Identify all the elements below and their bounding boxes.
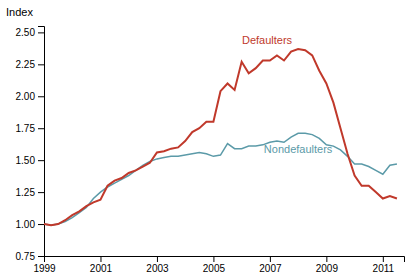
x-tick-mark xyxy=(100,256,101,262)
y-tick-label: 0.75 xyxy=(16,251,36,262)
y-tick-label: 1.50 xyxy=(16,155,36,166)
chart: 1999 2001 2003 2005 2007 2009 2011 0.75 1.00 1.25… xyxy=(0,0,420,280)
y-tick-mark xyxy=(38,256,44,257)
series-line xyxy=(44,133,397,225)
x-tick-mark xyxy=(326,256,327,262)
y-axis-line xyxy=(38,27,45,257)
x-tick-label: 2003 xyxy=(146,263,169,274)
y-tick-label: 1.75 xyxy=(16,123,36,134)
x-tick: 2001 xyxy=(90,256,113,274)
x-tick-mark xyxy=(270,256,271,262)
y-tick-mark xyxy=(38,160,44,161)
y-tick-mark xyxy=(38,128,44,129)
y-tick-label: 1.00 xyxy=(16,219,36,230)
x-tick: 2007 xyxy=(259,256,282,274)
x-tick: 1999 xyxy=(33,256,56,274)
series-label: Defaulters xyxy=(242,34,293,46)
x-tick-label: 2011 xyxy=(373,263,395,274)
y-tick-label: 2.50 xyxy=(16,27,36,38)
x-tick-label: 1999 xyxy=(33,263,56,274)
x-tick-label: 2001 xyxy=(90,263,113,274)
y-tick: 2.50 xyxy=(16,27,44,38)
y-tick: 1.00 xyxy=(16,219,44,230)
y-tick: 1.25 xyxy=(16,187,44,198)
y-tick: 1.75 xyxy=(16,123,44,134)
x-tick: 2003 xyxy=(146,256,169,274)
x-tick-label: 2007 xyxy=(259,263,282,274)
x-tick-label: 2005 xyxy=(203,263,226,274)
x-tick-label: 2009 xyxy=(316,263,339,274)
y-tick-mark xyxy=(38,224,44,225)
y-tick-label: 1.25 xyxy=(16,187,36,198)
x-tick: 2005 xyxy=(203,256,226,274)
y-tick-mark xyxy=(38,192,44,193)
x-axis: 1999 2001 2003 2005 2007 2009 2011 xyxy=(33,256,404,274)
x-tick: 2009 xyxy=(316,256,339,274)
y-tick-label: 2.25 xyxy=(16,59,36,70)
plot-area xyxy=(44,49,397,225)
y-tick-label: 2.00 xyxy=(16,91,36,102)
x-tick-mark xyxy=(213,256,214,262)
y-tick: 0.75 xyxy=(16,251,44,262)
y-tick: 1.50 xyxy=(16,155,44,166)
series-label: Nondefaulters xyxy=(264,143,333,155)
y-tick-mark xyxy=(38,64,44,65)
x-axis-line xyxy=(45,257,405,263)
y-tick: 2.25 xyxy=(16,59,44,70)
x-tick-mark xyxy=(383,256,384,262)
x-tick-mark xyxy=(157,256,158,262)
y-tick-mark xyxy=(38,32,44,33)
series-line xyxy=(44,49,397,225)
y-axis: 0.75 1.00 1.25 1.50 1.75 2.00 2.25 2.50 xyxy=(16,27,45,262)
y-tick-mark xyxy=(38,96,44,97)
x-tick: 2011 xyxy=(373,256,395,274)
y-axis-label: Index xyxy=(6,6,33,18)
y-tick: 2.00 xyxy=(16,91,44,102)
